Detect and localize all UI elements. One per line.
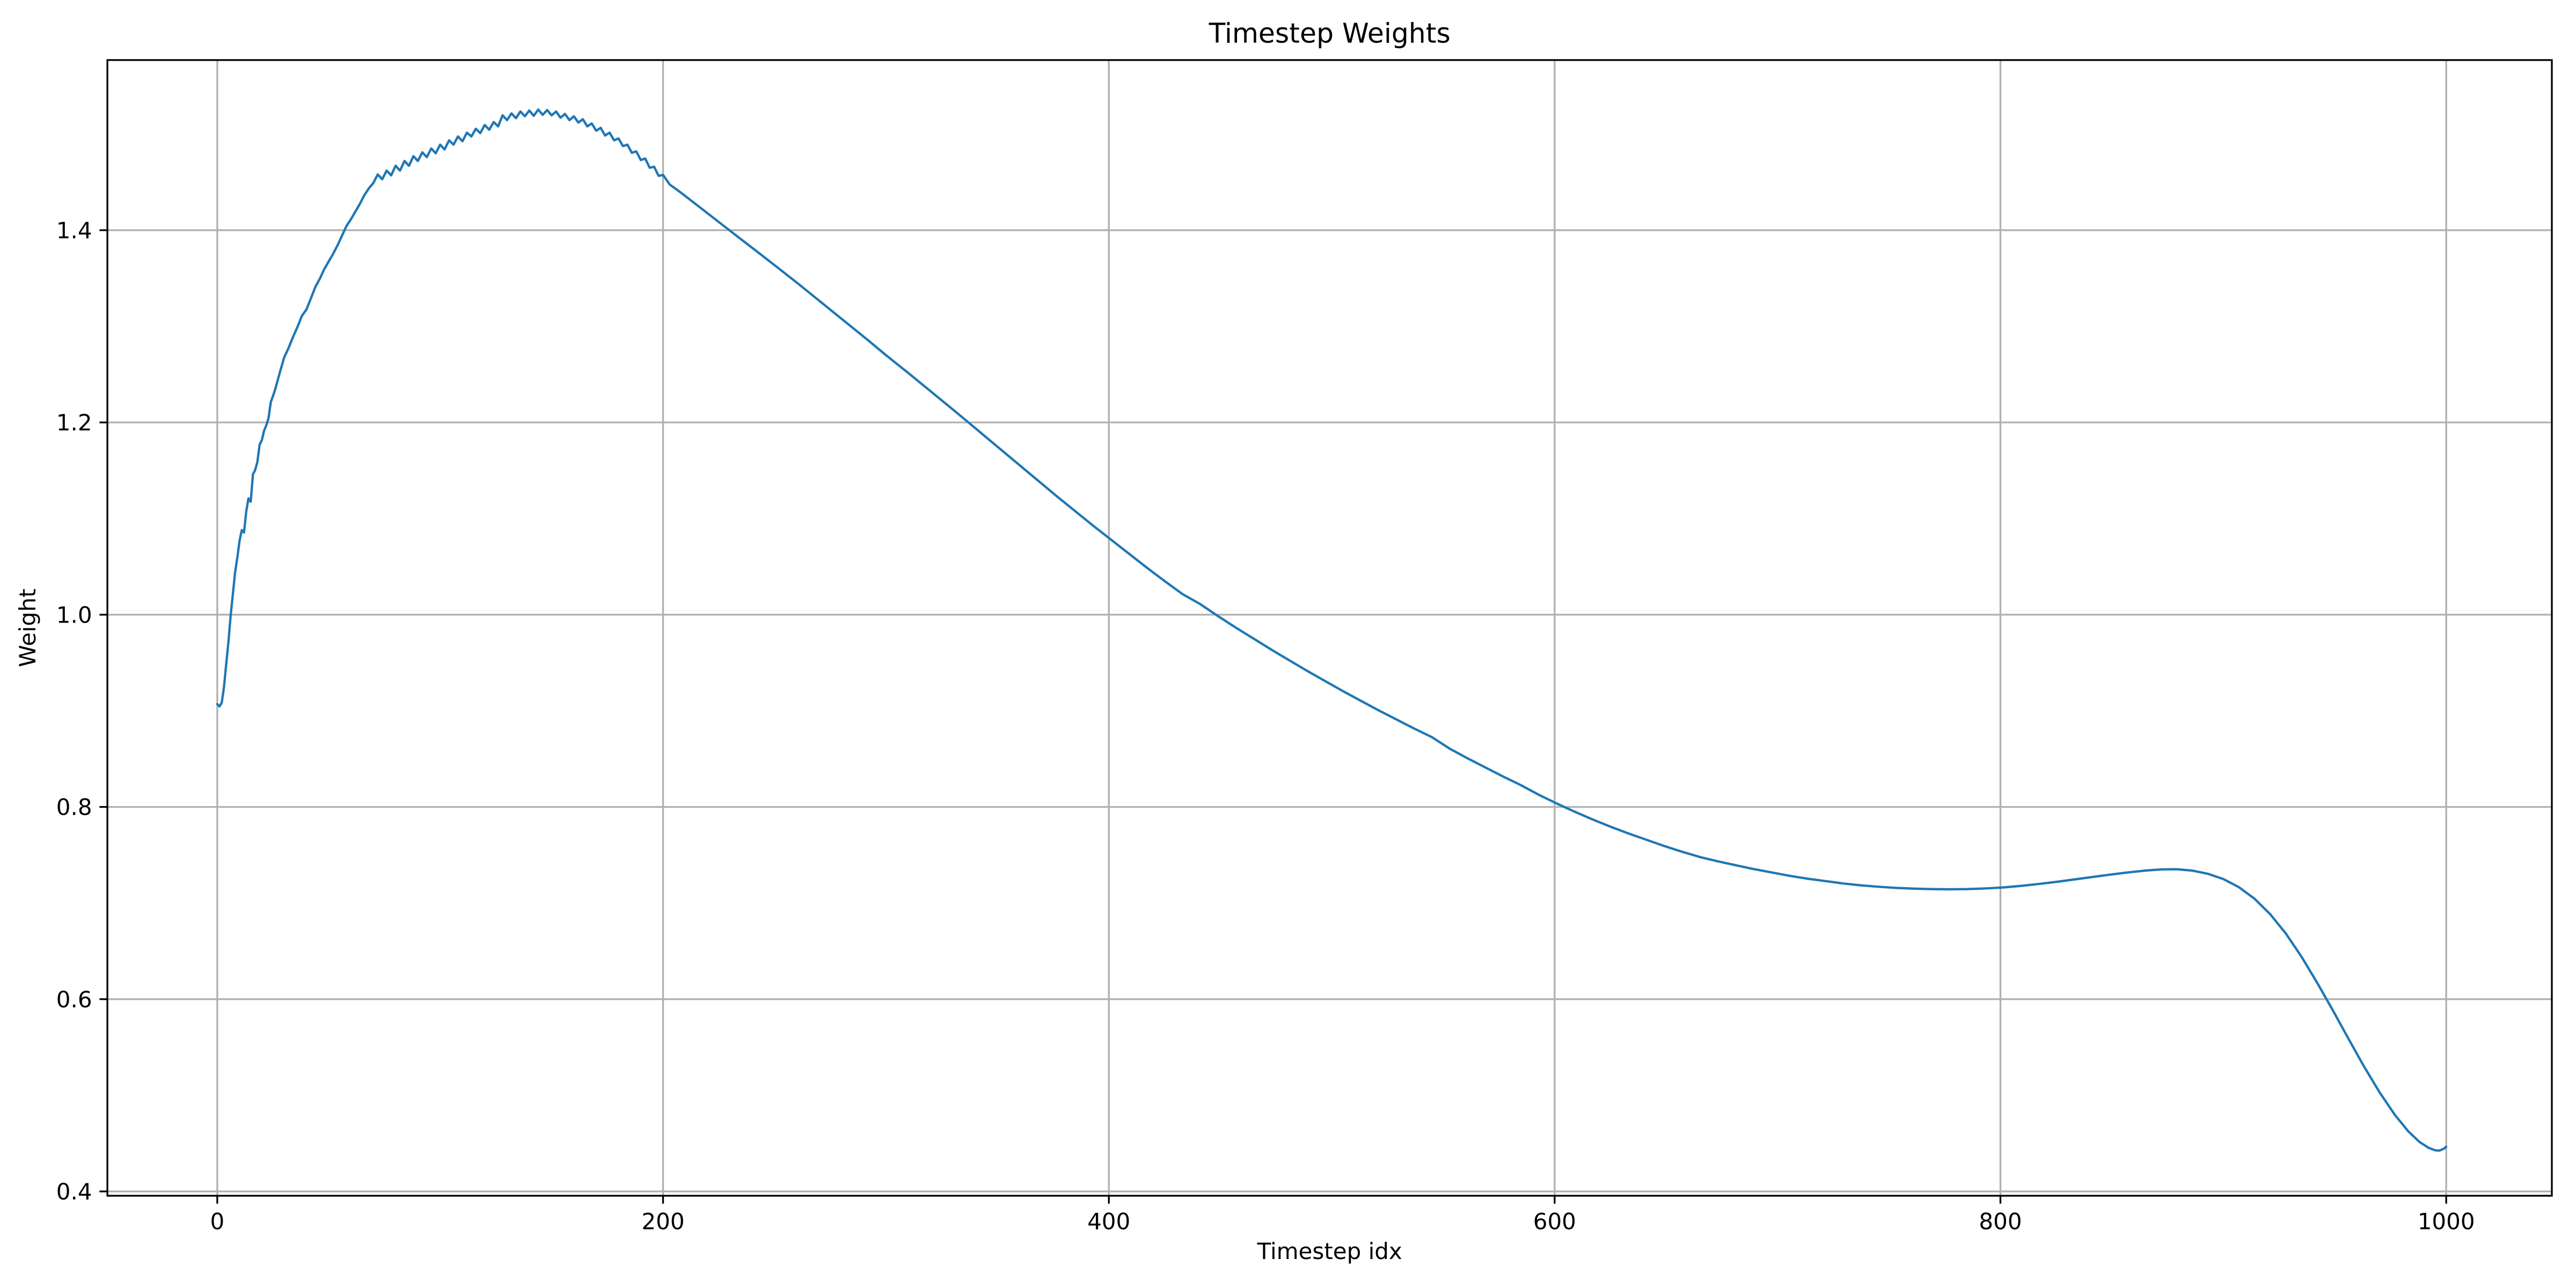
x-ticks (216, 1196, 2447, 1204)
x-tick-label: 0 (210, 1209, 224, 1235)
y-axis-label: Weight (14, 589, 41, 667)
y-tick-label: 0.4 (56, 1179, 92, 1205)
gridlines (107, 60, 2552, 1196)
x-axis-label: Timestep idx (1257, 1238, 1402, 1264)
y-tick-label: 0.6 (56, 986, 92, 1013)
plot-border (106, 59, 2553, 1197)
x-tick-labels: 0 200 400 600 800 1000 (210, 1209, 2475, 1235)
y-tick-label: 1.4 (56, 217, 92, 244)
y-ticks (99, 229, 108, 1192)
x-tick-label: 200 (641, 1209, 684, 1235)
weight-curve (216, 108, 2448, 1152)
y-tick-label: 1.0 (56, 602, 92, 628)
x-tick-label: 800 (1979, 1209, 2022, 1235)
x-tick-label: 400 (1087, 1209, 1130, 1235)
chart-title: Timestep Weights (1209, 18, 1451, 49)
x-tick-label: 600 (1533, 1209, 1576, 1235)
x-tick-label: 1000 (2418, 1209, 2475, 1235)
y-tick-labels: 0.4 0.6 0.8 1.0 1.2 1.4 (56, 217, 92, 1205)
y-tick-label: 1.2 (56, 409, 92, 436)
y-tick-label: 0.8 (56, 794, 92, 821)
